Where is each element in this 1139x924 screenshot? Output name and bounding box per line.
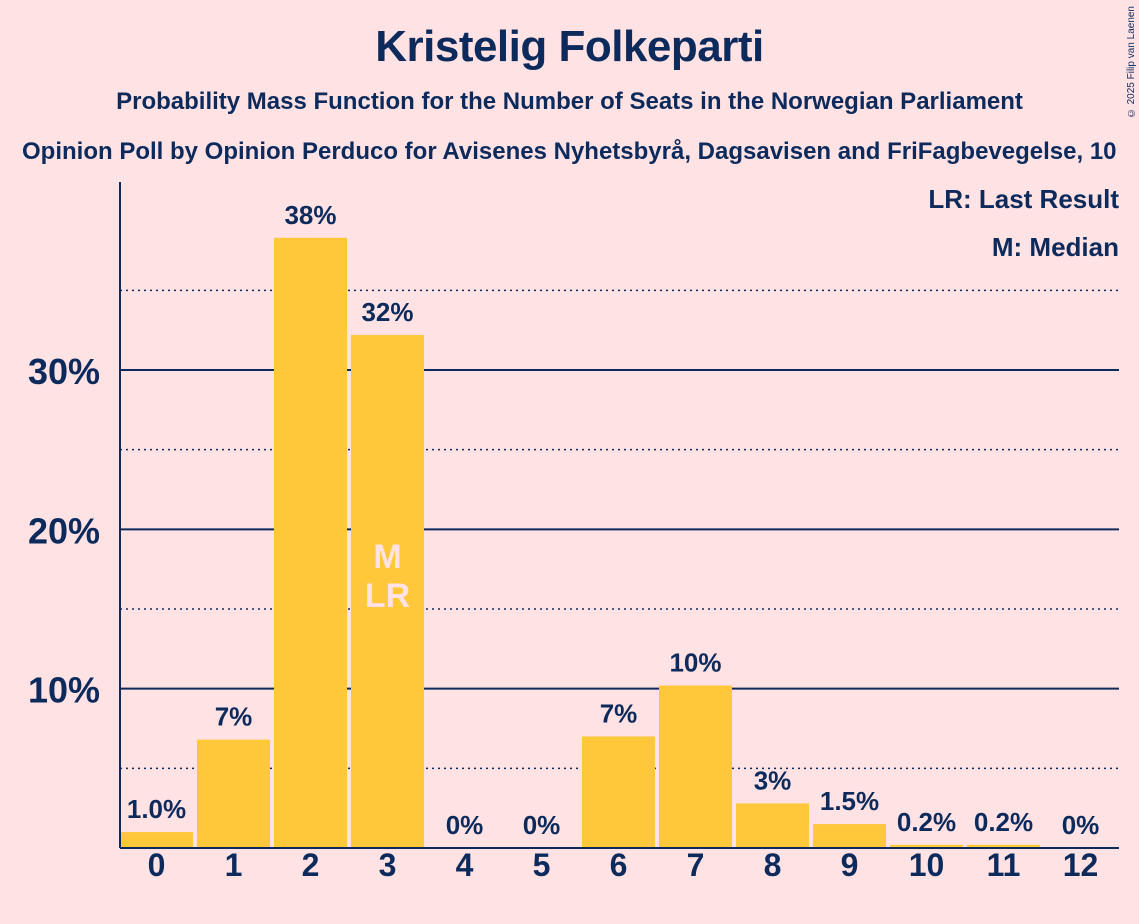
bar-9: [813, 824, 886, 848]
bar-label-1: 7%: [215, 702, 253, 732]
bar-label-6: 7%: [600, 698, 638, 728]
bar-0: [120, 832, 193, 848]
last-result-marker: LR: [365, 577, 410, 615]
bar-label-2: 38%: [284, 200, 336, 230]
x-tick-label-12: 12: [1063, 847, 1099, 883]
bar-10: [890, 844, 963, 848]
bar-1: [197, 739, 270, 848]
bar-label-7: 10%: [669, 647, 721, 677]
x-tick-label-6: 6: [610, 847, 628, 883]
x-tick-label-0: 0: [148, 847, 166, 883]
bar-label-0: 1.0%: [127, 794, 186, 824]
chart-poll-source-text: Opinion Poll by Opinion Perduco for Avis…: [22, 138, 1117, 165]
bar-label-10: 0.2%: [897, 807, 956, 837]
bar-label-5: 0%: [523, 810, 561, 840]
bar-11: [967, 844, 1040, 848]
bar-label-9: 1.5%: [820, 786, 879, 816]
chart-poll-source: Opinion Poll by Opinion Perduco for Avis…: [0, 138, 1139, 166]
bar-3: [351, 334, 424, 849]
bar-6: [582, 736, 655, 848]
bar-2: [274, 237, 347, 848]
x-tick-label-10: 10: [909, 847, 945, 883]
x-tick-label-9: 9: [841, 847, 859, 883]
legend-last-result: LR: Last Result: [928, 184, 1119, 214]
x-tick-label-4: 4: [456, 847, 474, 883]
x-tick-label-8: 8: [764, 847, 782, 883]
median-marker: M: [373, 538, 401, 576]
chart-title: Kristelig Folkeparti: [375, 22, 764, 71]
x-tick-label-7: 7: [687, 847, 705, 883]
bar-label-8: 3%: [754, 765, 792, 795]
y-tick-label-0: 10%: [28, 670, 100, 711]
bar-label-12: 0%: [1062, 810, 1100, 840]
bar-7: [659, 685, 732, 848]
x-tick-label-1: 1: [225, 847, 243, 883]
bar-label-11: 0.2%: [974, 807, 1033, 837]
y-tick-label-2: 30%: [28, 351, 100, 392]
chart-subtitle: Probability Mass Function for the Number…: [116, 88, 1023, 115]
legend-median: M: Median: [991, 232, 1119, 262]
x-tick-label-5: 5: [533, 847, 551, 883]
bar-8: [736, 803, 809, 848]
bar-label-4: 0%: [446, 810, 484, 840]
x-tick-label-3: 3: [379, 847, 397, 883]
bar-label-3: 32%: [361, 297, 413, 327]
x-tick-label-11: 11: [987, 847, 1021, 883]
y-tick-label-1: 20%: [28, 510, 100, 551]
x-tick-label-2: 2: [302, 847, 320, 883]
